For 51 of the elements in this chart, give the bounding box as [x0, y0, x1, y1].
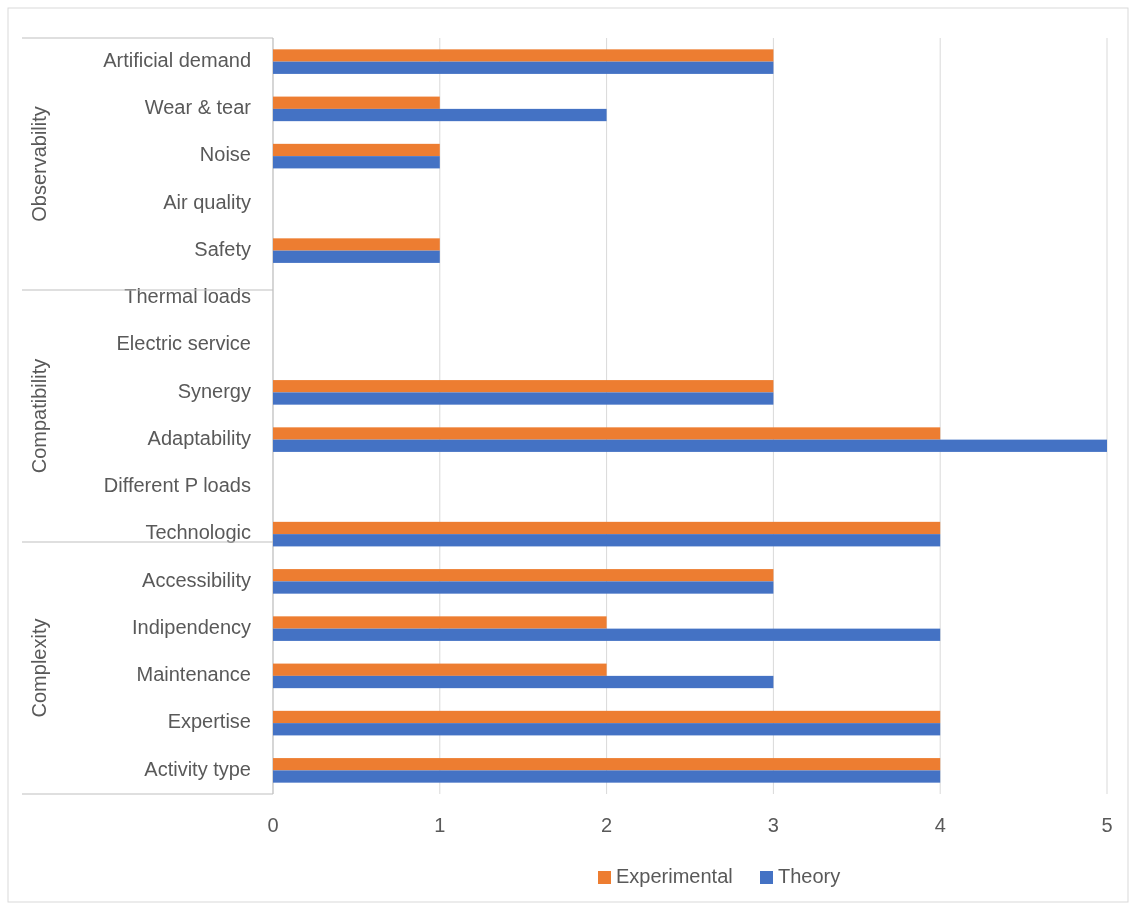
bar [273, 675, 774, 689]
text: Complexity [28, 618, 50, 718]
y-tick-label: Air quality [163, 190, 251, 213]
x-tick-label: 5 [1101, 814, 1113, 836]
y-tick-label: Adaptability [147, 426, 251, 449]
bar [273, 61, 774, 74]
y-tick-label: Accessibility [142, 568, 251, 591]
bar [273, 427, 941, 440]
bar [273, 581, 774, 594]
y-tick-label: Noise [199, 143, 251, 166]
bar [273, 710, 941, 724]
y-tick-label: Thermal loads [124, 285, 251, 308]
bar [273, 521, 941, 535]
text: Observability [28, 106, 50, 222]
y-tick-label: Activity type [144, 757, 251, 780]
x-tick-label: 4 [934, 814, 946, 836]
bar [273, 156, 440, 169]
y-tick-label: Indipendency [132, 615, 251, 638]
bar [273, 758, 941, 771]
y-tick-label: Expertise [167, 710, 251, 733]
y-tick-label: Different P loads [103, 474, 251, 497]
bar [273, 569, 774, 582]
bar [273, 628, 941, 641]
bar [273, 380, 774, 393]
bar [273, 96, 440, 109]
y-tick-label: Safety [194, 237, 251, 260]
bar [273, 723, 941, 736]
bar [273, 439, 1107, 452]
bar [273, 663, 607, 676]
bar [273, 616, 607, 629]
bar [273, 770, 941, 783]
x-tick-label: 0 [267, 814, 279, 836]
x-tick-label: 1 [434, 814, 446, 836]
legend-label: Experimental [616, 865, 733, 888]
bar [273, 250, 440, 263]
x-tick-label: 2 [601, 814, 613, 836]
y-tick-label: Synergy [177, 379, 251, 402]
y-tick-label: Maintenance [136, 663, 251, 686]
bar [273, 238, 440, 251]
y-tick-label: Wear & tear [144, 96, 252, 119]
bar [273, 392, 774, 405]
legend-label: Theory [778, 865, 841, 888]
bar [273, 49, 774, 62]
y-tick-label: Electric service [116, 332, 251, 355]
bar [273, 534, 941, 547]
y-tick-label: Artificial demand [103, 48, 251, 71]
text: Compatibility [28, 358, 50, 474]
bar [273, 143, 440, 157]
y-tick-label: Technologic [145, 521, 251, 544]
x-tick-label: 3 [767, 814, 779, 836]
bar [273, 108, 607, 122]
